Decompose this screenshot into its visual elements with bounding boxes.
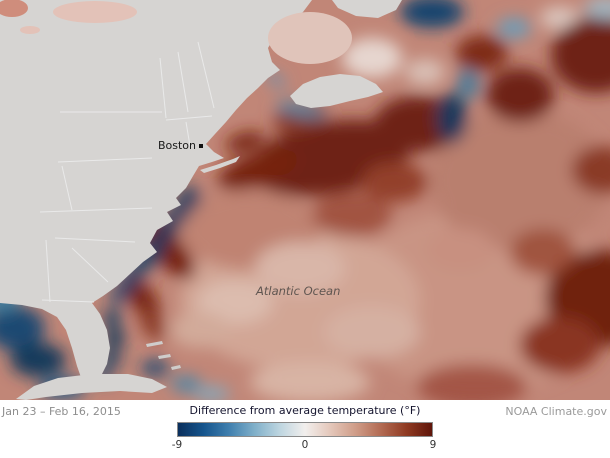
- gulf-of-st-lawrence: [268, 12, 352, 64]
- tick-max: 9: [429, 439, 437, 451]
- state-borders: [39, 41, 215, 303]
- city-label-boston: Boston: [157, 139, 196, 152]
- newfoundland: [332, 0, 402, 18]
- tick-mid: 0: [301, 439, 309, 451]
- lakes: [0, 0, 137, 34]
- legend-title: Difference from average temperature (°F): [189, 404, 421, 417]
- city-marker-boston: [199, 144, 203, 148]
- cuba: [16, 374, 167, 400]
- long-island: [200, 156, 240, 173]
- mainland-us-canada: [0, 0, 312, 390]
- temperature-colorbar: [177, 422, 433, 437]
- bahamas-islands: [146, 341, 181, 370]
- sea-surface-temperature-anomaly-map: Boston Atlantic Ocean: [0, 0, 610, 400]
- tick-min: -9: [171, 439, 183, 451]
- land-masses: [0, 0, 402, 400]
- anomaly-field: [0, 0, 610, 400]
- legend-footer: Jan 23 – Feb 16, 2015 Difference from av…: [0, 400, 610, 458]
- date-range-label: Jan 23 – Feb 16, 2015: [2, 405, 121, 418]
- ocean-label-atlantic: Atlantic Ocean: [256, 284, 341, 298]
- colorbar-ticks: -9 0 9: [172, 439, 437, 453]
- noaa-credit: NOAA Climate.gov: [505, 405, 607, 418]
- map-canvas: [0, 0, 610, 400]
- nova-scotia: [290, 74, 383, 108]
